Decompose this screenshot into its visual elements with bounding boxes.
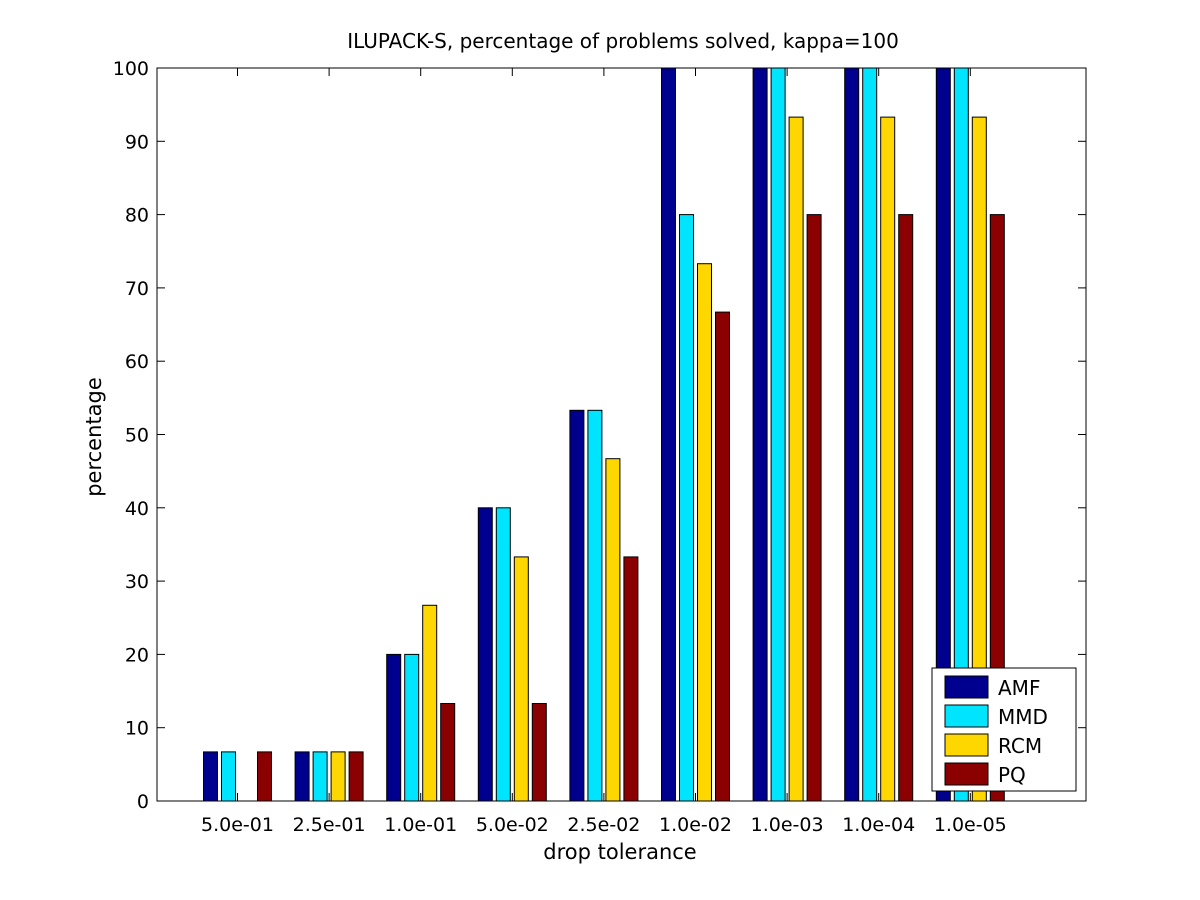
bar-pq [898,214,914,802]
bar-amf [477,507,493,802]
bar-amf [294,751,310,802]
chart-title: ILUPACK-S, percentage of problems solved… [347,29,899,53]
plot-area: 0 10 20 30 40 50 60 70 80 90 100 5.0e-01 2.5e-01 1.0e… [113,58,1087,836]
y-tick-label: 20 [125,644,149,666]
legend-swatch-mmd [944,704,989,728]
x-tick-label: 1.0e-01 [384,814,457,836]
bar-pq [531,703,547,802]
x-tick-label: 2.5e-01 [293,814,366,836]
bar-mmd [679,214,694,802]
y-tick-label: 30 [125,571,149,593]
y-tick-label: 80 [125,205,149,227]
x-tick-label: 1.0e-02 [659,814,732,836]
bar-rcm [330,751,346,802]
legend: AMF MMD RCM PQ [931,667,1077,792]
bar-rcm [605,458,621,802]
y-axis-title: percentage [82,377,106,497]
y-tick-label: 60 [125,351,149,373]
bar-pq [806,214,822,802]
bar-mmd [770,67,786,802]
bar-rcm [971,116,987,802]
bar-amf [752,67,768,802]
bar-pq [715,311,730,802]
x-tick-label: 1.0e-04 [842,814,915,836]
bar-mmd [587,409,603,802]
legend-label-rcm: RCM [998,734,1042,758]
bar-pq [623,556,639,802]
x-tick-label: 1.0e-03 [751,814,824,836]
x-tick-label: 2.5e-02 [567,814,640,836]
x-tick-label: 5.0e-01 [201,814,274,836]
y-tick-label: 70 [125,278,149,300]
x-axis-title: drop tolerance [543,840,696,864]
bar-amf [203,751,218,802]
x-tick-label: 5.0e-02 [476,814,549,836]
legend-label-mmd: MMD [998,705,1048,729]
y-tick-label: 10 [125,718,149,740]
bar-amf [661,67,676,802]
bar-rcm [513,556,529,802]
bar-mmd [495,507,511,802]
legend-label-pq: PQ [998,763,1026,787]
x-tick-label: 1.0e-05 [934,814,1007,836]
bar-mmd [953,67,969,802]
bar-pq [257,751,272,802]
bar-mmd [404,653,420,802]
bar-rcm [788,116,804,802]
y-tick-label: 50 [125,425,149,447]
bar-pq [989,214,1005,802]
bar-amf [844,67,860,802]
y-tick-label: 90 [125,131,149,153]
bar-pq [440,703,456,802]
legend-swatch-pq [944,762,989,786]
bar-mmd [862,67,878,802]
bar-amf [569,409,585,802]
bar-mmd [312,751,328,802]
bar-pq [348,751,364,802]
bar-amf [386,653,402,802]
y-tick-label: 100 [113,58,149,80]
bar-mmd [221,751,236,802]
bar-amf [935,67,951,802]
bar-rcm [422,604,438,802]
bar-rcm [697,263,712,802]
y-tick-label: 0 [137,791,149,813]
y-tick-label: 40 [125,498,149,520]
bar-rcm [880,116,896,802]
legend-label-amf: AMF [998,676,1040,700]
legend-swatch-rcm [944,733,989,757]
legend-swatch-amf [944,675,989,699]
